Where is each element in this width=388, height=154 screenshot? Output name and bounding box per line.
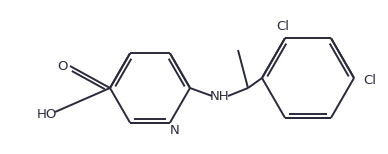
Text: N: N: [170, 124, 180, 137]
Text: O: O: [57, 59, 67, 73]
Text: Cl: Cl: [277, 20, 289, 33]
Text: NH: NH: [210, 89, 230, 103]
Text: HO: HO: [37, 107, 57, 120]
Text: Cl: Cl: [364, 73, 376, 87]
